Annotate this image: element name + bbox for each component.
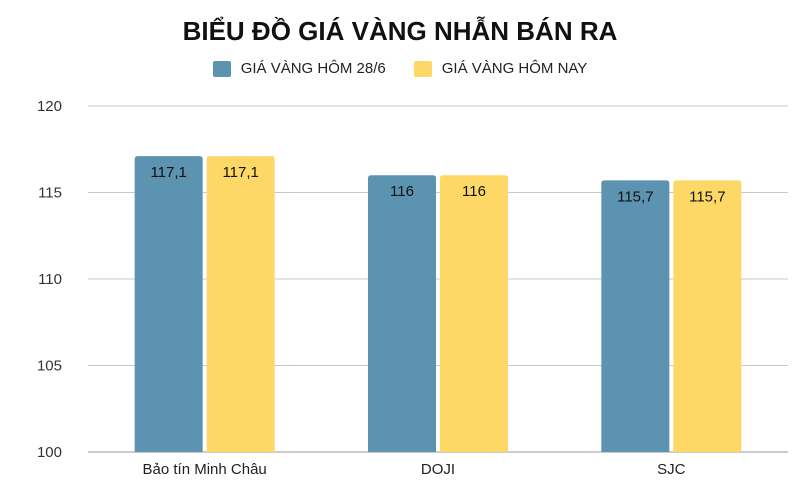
y-tick-label: 110 <box>38 271 62 288</box>
data-label: 115,7 <box>617 188 653 205</box>
y-tick-label: 115 <box>38 185 62 202</box>
legend-label-series-2: GIÁ VÀNG HÔM NAY <box>441 60 588 77</box>
bar-1-2 <box>368 175 436 452</box>
chart-title: BIỂU ĐỒ GIÁ VÀNG NHẪN BÁN RA <box>182 16 618 46</box>
legend-swatch-series-1 <box>212 60 231 77</box>
data-label: 115,7 <box>689 188 725 205</box>
bar-1-3 <box>601 180 670 452</box>
bar-1-1 <box>134 156 203 453</box>
y-tick-label: 100 <box>37 444 62 461</box>
y-tick-label: 120 <box>37 98 62 115</box>
legend-label-series-1: GIÁ VÀNG HÔM 28/6 <box>240 60 386 77</box>
x-category-label: DOJI <box>421 461 455 478</box>
bar-2-1 <box>206 156 275 453</box>
data-label: 117,1 <box>150 164 186 181</box>
data-label: 116 <box>462 183 486 200</box>
data-label: 117,1 <box>222 164 258 181</box>
chart-legend: GIÁ VÀNG HÔM 28/6 GIÁ VÀNG HÔM NAY <box>0 60 800 77</box>
y-tick-label: 105 <box>37 358 62 375</box>
x-category-label: SJC <box>657 461 686 478</box>
bar-2-2 <box>440 175 508 452</box>
legend-swatch-series-2 <box>413 60 432 77</box>
bar-2-3 <box>673 180 742 452</box>
data-label: 116 <box>390 183 414 200</box>
x-category-label: Bảo tín Minh Châu <box>143 461 267 478</box>
legend-item-series-2: GIÁ VÀNG HÔM NAY <box>413 60 588 77</box>
legend-item-series-1: GIÁ VÀNG HÔM 28/6 <box>212 60 386 77</box>
